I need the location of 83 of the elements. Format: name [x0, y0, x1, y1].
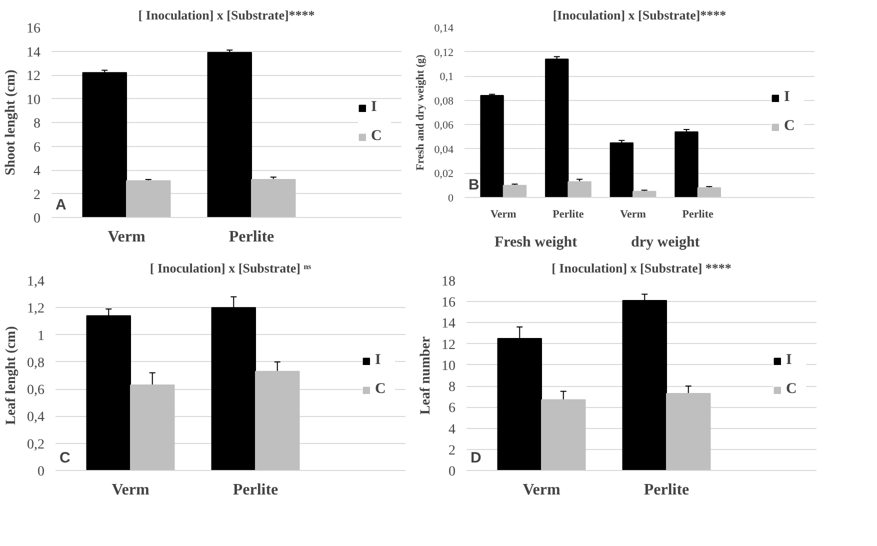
bar	[207, 52, 252, 218]
y-tick-label: 0	[448, 192, 454, 204]
y-tick-label: 4	[34, 164, 40, 179]
x-tick-label: Perlite	[682, 208, 714, 220]
chart-title: [ Inoculation] x [Substrate]****	[138, 8, 315, 22]
y-tick-label: 10	[26, 92, 40, 108]
x-tick-label: Perlite	[228, 228, 274, 246]
legend-label: I	[786, 352, 793, 369]
x-tick-label: Verm	[620, 208, 646, 220]
y-tick-label: 8	[34, 116, 40, 132]
legend-label: C	[784, 118, 796, 135]
x-tick-label: Perlite	[644, 482, 690, 498]
y-tick-label: 0	[34, 212, 40, 226]
bar	[255, 370, 300, 470]
bar	[697, 187, 722, 198]
x-tick-label: Verm	[490, 208, 516, 220]
y-tick-label: 4	[448, 422, 456, 438]
legend-label: I	[375, 352, 382, 369]
y-tick-label: 1	[38, 328, 44, 344]
bar	[610, 142, 634, 198]
y-tick-label: 6	[34, 140, 40, 156]
y-tick-label: 0,1	[440, 71, 454, 84]
y-tick-label: 1,4	[27, 274, 44, 290]
annotation: A	[56, 196, 66, 214]
y-axis-title: Fresh and dry weight (g)	[414, 54, 426, 170]
y-tick-label: 0,2	[27, 437, 44, 452]
bar	[502, 184, 527, 198]
y-tick-label: 0,08	[434, 95, 454, 108]
annotation: D	[470, 450, 482, 466]
x-tick-label: Perlite	[232, 482, 278, 498]
legend-label: C	[786, 381, 798, 398]
bar	[666, 392, 711, 470]
x-tick-label: Verm	[522, 482, 561, 498]
legend-label: C	[375, 381, 387, 398]
bar	[480, 95, 504, 198]
y-tick-label: 6	[448, 401, 456, 416]
x-tick-label: Perlite	[552, 208, 584, 220]
legend-label: I	[784, 89, 791, 106]
bar	[545, 58, 569, 198]
annotation: C	[60, 450, 70, 466]
bar	[82, 72, 127, 218]
chart-title: [Inoculation] x [Substrate]****	[552, 8, 726, 22]
y-tick-label: 0,14	[434, 22, 454, 34]
y-axis-title: Shoot lenght (cm)	[4, 69, 18, 176]
bar	[251, 179, 296, 218]
bar	[568, 181, 592, 198]
y-tick-label: 0,12	[434, 46, 454, 59]
text: dry weight	[631, 234, 700, 250]
bar	[130, 384, 175, 470]
x-tick-label: Verm	[108, 228, 146, 246]
bar	[632, 190, 656, 198]
legend-label: C	[371, 128, 383, 145]
y-tick-label: 0,8	[27, 356, 44, 371]
legend-label: I	[371, 99, 378, 116]
y-tick-label: 0	[448, 464, 456, 480]
y-tick-label: 0,6	[27, 383, 44, 398]
bar	[674, 131, 698, 198]
y-tick-label: 10	[442, 358, 456, 374]
y-tick-label: 0,02	[434, 168, 454, 180]
y-tick-label: 2	[448, 443, 456, 458]
y-tick-label: 16	[26, 22, 40, 36]
chart-title: [ Inoculation] x [Substrate] ⁿˢ	[150, 260, 312, 276]
y-tick-label: 8	[448, 380, 456, 396]
y-axis-title: Leaf lenght (cm)	[4, 326, 19, 425]
bar	[541, 399, 586, 470]
x-tick-label: Verm	[112, 482, 150, 498]
y-tick-label: 18	[442, 274, 456, 290]
y-tick-label: 14	[442, 316, 456, 332]
y-tick-label: 16	[442, 296, 456, 311]
annotation: B	[468, 176, 480, 194]
y-axis-title: Leaf number	[418, 336, 434, 415]
y-tick-label: 1,2	[27, 302, 44, 317]
y-tick-label: 0,06	[434, 120, 454, 132]
y-tick-label: 0,4	[27, 410, 44, 426]
y-tick-label: 0	[38, 464, 44, 480]
y-tick-label: 14	[26, 45, 40, 60]
y-tick-label: 0,04	[434, 144, 454, 156]
y-tick-label: 12	[26, 69, 40, 84]
y-tick-label: 12	[442, 338, 456, 353]
bar	[126, 180, 171, 218]
text: Fresh weight	[494, 234, 578, 250]
y-tick-label: 2	[34, 188, 40, 203]
chart-title: [ Inoculation] x [Substrate] ****	[552, 260, 732, 276]
